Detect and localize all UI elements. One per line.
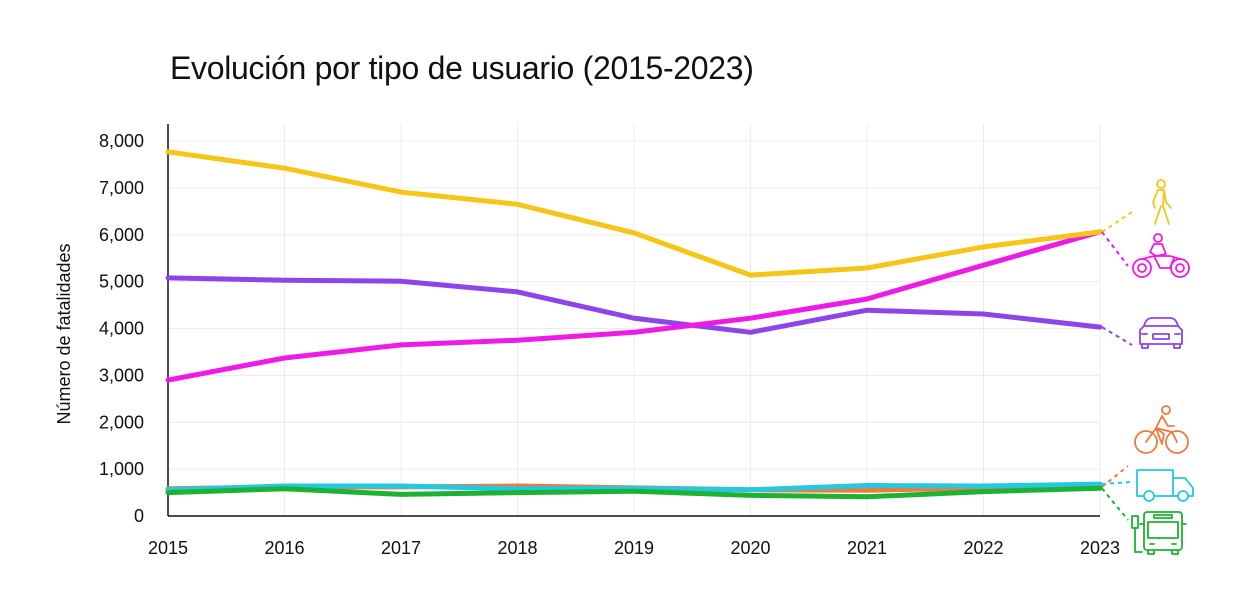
y-axis-ticks: 0 1,000 2,000 3,000 4,000 5,000 6,000 7,000 8,00… — [99, 131, 144, 526]
series-line-truck — [165, 481, 1103, 493]
y-tick-label: 4,000 — [99, 319, 144, 339]
truck-icon — [1136, 469, 1194, 502]
y-tick-label: 7,000 — [99, 178, 144, 198]
y-axis-label: Número de fatalidades — [54, 243, 74, 424]
y-tick-label: 6,000 — [99, 225, 144, 245]
x-tick-label: 2018 — [497, 538, 537, 558]
connector-truck — [1101, 481, 1133, 486]
series-line-pedestrian — [165, 149, 1103, 278]
x-tick-label: 2023 — [1080, 538, 1120, 558]
gridlines — [168, 124, 1101, 516]
connector-pedestrian — [1101, 209, 1136, 233]
x-tick-label: 2017 — [381, 538, 421, 558]
series-line-bus — [165, 485, 1103, 500]
y-tick-label: 5,000 — [99, 272, 144, 292]
pedestrian-icon — [1152, 179, 1172, 225]
y-tick-label: 8,000 — [99, 131, 144, 151]
series-lines — [165, 149, 1103, 500]
x-tick-label: 2020 — [730, 538, 770, 558]
series-line-motorcycle — [165, 229, 1103, 383]
connector-bicycle — [1101, 465, 1129, 488]
connector-motorcycle — [1101, 231, 1129, 267]
x-axis-ticks: 2015 2016 2017 2018 2019 2020 2021 2022 2023 — [148, 538, 1120, 558]
x-tick-label: 2022 — [963, 538, 1003, 558]
x-tick-label: 2021 — [847, 538, 887, 558]
chart-title: Evolución por tipo de usuario (2015-2023… — [170, 50, 754, 86]
x-tick-label: 2019 — [614, 538, 654, 558]
motorcycle-icon — [1132, 233, 1190, 278]
bus-icon — [1131, 511, 1187, 555]
bicycle-icon — [1134, 405, 1189, 454]
series-line-car — [165, 275, 1103, 335]
connector-car — [1101, 326, 1133, 346]
x-tick-label: 2015 — [148, 538, 188, 558]
y-tick-label: 0 — [134, 506, 144, 526]
legend-connectors — [1101, 209, 1136, 521]
y-tick-label: 2,000 — [99, 412, 144, 432]
y-tick-label: 3,000 — [99, 365, 144, 385]
x-tick-label: 2016 — [264, 538, 304, 558]
y-tick-label: 1,000 — [99, 459, 144, 479]
connector-bus — [1101, 487, 1129, 521]
car-icon — [1139, 317, 1183, 349]
